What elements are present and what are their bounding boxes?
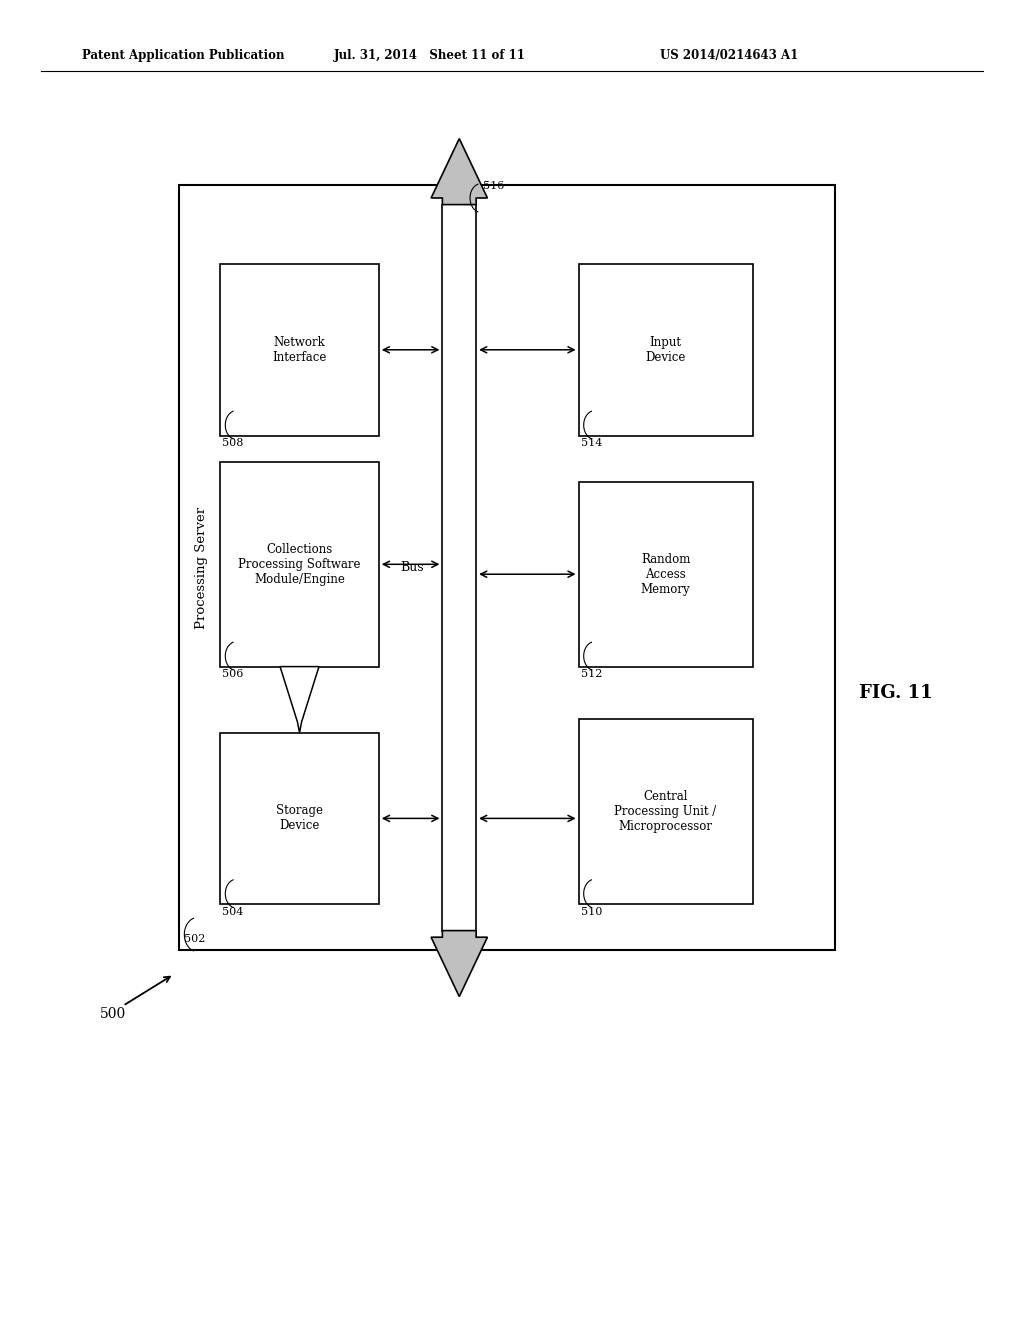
Polygon shape [431,139,487,205]
Bar [220,733,379,904]
Text: Random
Access
Memory: Random Access Memory [641,553,690,595]
Text: Patent Application Publication: Patent Application Publication [82,49,285,62]
Bar [220,462,379,667]
Text: 506: 506 [222,669,244,680]
Text: Central
Processing Unit /
Microprocessor: Central Processing Unit / Microprocessor [614,791,717,833]
Bar [579,482,753,667]
Text: Processing Server: Processing Server [196,507,208,628]
Text: 516: 516 [483,181,505,191]
Text: Bus: Bus [400,561,424,574]
Text: FIG. 11: FIG. 11 [859,684,933,702]
Text: Collections
Processing Software
Module/Engine: Collections Processing Software Module/E… [239,543,360,586]
Text: Input
Device: Input Device [645,335,686,364]
Text: 502: 502 [184,933,206,944]
Text: 514: 514 [581,438,602,449]
Bar [179,185,835,950]
Text: Storage
Device: Storage Device [276,804,323,833]
Bar [579,264,753,436]
Polygon shape [280,667,319,733]
Text: Jul. 31, 2014   Sheet 11 of 11: Jul. 31, 2014 Sheet 11 of 11 [334,49,526,62]
Text: Network
Interface: Network Interface [272,335,327,364]
Text: 508: 508 [222,438,244,449]
Text: 512: 512 [581,669,602,680]
Polygon shape [431,931,487,997]
Bar [220,264,379,436]
Text: 500: 500 [99,1007,126,1020]
Bar [579,719,753,904]
Text: 510: 510 [581,907,602,917]
Text: US 2014/0214643 A1: US 2014/0214643 A1 [660,49,799,62]
Text: 504: 504 [222,907,244,917]
